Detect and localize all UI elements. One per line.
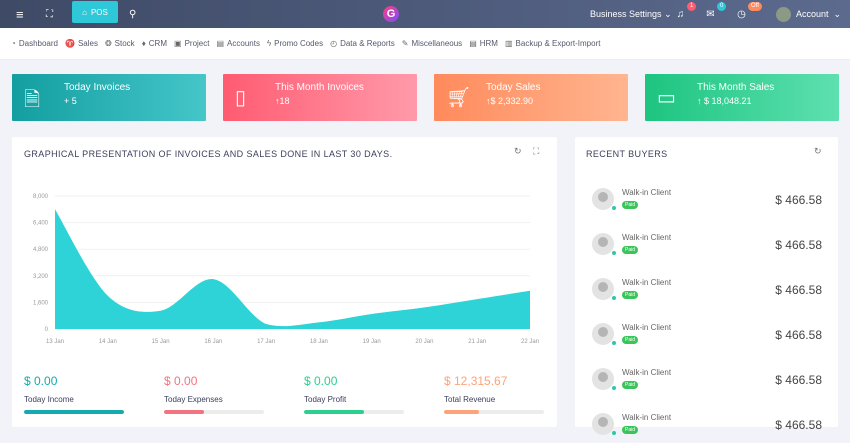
y-tick-label: 3,200 (33, 274, 49, 280)
x-tick-label: 18 Jan (310, 339, 328, 345)
online-status-dot (612, 296, 616, 300)
buyer-row[interactable]: Walk-in Client Paid $ 466.58 (592, 233, 822, 263)
avatar (592, 368, 614, 390)
x-tick-label: 21 Jan (468, 339, 486, 345)
progress-bar (444, 410, 544, 414)
buyer-amount: $ 466.58 (775, 328, 822, 342)
x-tick-label: 19 Jan (363, 339, 381, 345)
wallet-icon: ▭ (657, 85, 676, 110)
y-tick-label: 0 (45, 327, 49, 333)
status-badge: Paid (622, 381, 638, 389)
online-status-dot (612, 206, 616, 210)
avatar (592, 188, 614, 210)
online-status-dot (612, 431, 616, 435)
chevron-down-icon: ⌄ (834, 9, 842, 20)
x-tick-label: 15 Jan (152, 339, 170, 345)
stat-label: Today Income (24, 395, 124, 404)
avatar (592, 413, 614, 435)
chevron-down-icon: ⌄ (664, 9, 672, 20)
buyer-name: Walk-in Client (622, 278, 671, 287)
buyer-row[interactable]: Walk-in Client Paid $ 466.58 (592, 278, 822, 308)
status-badge: Paid (622, 291, 638, 299)
progress-bar (24, 410, 124, 414)
refresh-icon[interactable]: ↻ (814, 146, 822, 157)
account-menu[interactable]: Account⌄ (776, 0, 841, 28)
x-tick-label: 17 Jan (257, 339, 275, 345)
stat-today-profit: $ 0.00 Today Profit (304, 374, 404, 414)
status-badge: Paid (622, 426, 638, 434)
buyer-amount: $ 466.58 (775, 373, 822, 387)
card-title: This Month Sales (697, 82, 774, 93)
y-tick-label: 1,600 (33, 300, 49, 306)
clock-status-badge: Off (748, 2, 762, 11)
progress-fill (304, 410, 364, 414)
stat-value: $ 0.00 (24, 374, 124, 388)
stat-label: Today Profit (304, 395, 404, 404)
stat-value: $ 0.00 (304, 374, 404, 388)
clock-icon[interactable]: ◷ (736, 0, 747, 28)
stat-value: $ 12,315.67 (444, 374, 544, 388)
card-value: ↑ $ 18,048.21 (697, 96, 752, 106)
business-settings-dropdown[interactable]: Business Settings ⌄ (590, 0, 672, 28)
progress-bar (164, 410, 264, 414)
x-tick-label: 14 Jan (99, 339, 117, 345)
buyer-name: Walk-in Client (622, 413, 671, 422)
progress-fill (164, 410, 204, 414)
status-badge: Paid (622, 246, 638, 254)
online-status-dot (612, 251, 616, 255)
buyer-row[interactable]: Walk-in Client Paid $ 466.58 (592, 323, 822, 353)
buyer-name: Walk-in Client (622, 368, 671, 377)
progress-fill (24, 410, 124, 414)
avatar (776, 7, 791, 22)
y-tick-label: 6,400 (33, 221, 49, 227)
avatar (592, 278, 614, 300)
buyer-row[interactable]: Walk-in Client Paid $ 466.58 (592, 188, 822, 218)
notification-badge: 1 (687, 2, 696, 11)
avatar (592, 323, 614, 345)
sales-area-series (55, 209, 530, 329)
buyer-amount: $ 466.58 (775, 283, 822, 297)
stat-total-revenue: $ 12,315.67 Total Revenue (444, 374, 544, 414)
mail-icon[interactable]: ✉ (705, 0, 716, 28)
status-badge: Paid (622, 336, 638, 344)
buyer-amount: $ 466.58 (775, 193, 822, 207)
online-status-dot (612, 386, 616, 390)
status-badge: Paid (622, 201, 638, 209)
stat-label: Today Expenses (164, 395, 264, 404)
x-tick-label: 16 Jan (204, 339, 222, 345)
buyer-row[interactable]: Walk-in Client Paid $ 466.58 (592, 368, 822, 398)
messages-badge: 0 (717, 2, 726, 11)
x-tick-label: 13 Jan (46, 339, 64, 345)
stat-today-expenses: $ 0.00 Today Expenses (164, 374, 264, 414)
buyer-name: Walk-in Client (622, 323, 671, 332)
stat-value: $ 0.00 (164, 374, 264, 388)
stat-label: Total Revenue (444, 395, 544, 404)
buyer-row[interactable]: Walk-in Client Paid $ 466.58 (592, 413, 822, 443)
online-status-dot (612, 341, 616, 345)
buyer-amount: $ 466.58 (775, 238, 822, 252)
stat-card-this-month-sales[interactable]: ▭ This Month Sales ↑ $ 18,048.21 (645, 74, 839, 121)
bell-icon[interactable]: ♫ (675, 0, 686, 28)
avatar (592, 233, 614, 255)
progress-fill (444, 410, 479, 414)
progress-bar (304, 410, 404, 414)
buyer-name: Walk-in Client (622, 233, 671, 242)
x-tick-label: 20 Jan (415, 339, 433, 345)
y-tick-label: 4,800 (33, 247, 49, 253)
y-tick-label: 8,000 (33, 194, 49, 200)
stat-today-income: $ 0.00 Today Income (24, 374, 124, 414)
buyer-amount: $ 466.58 (775, 418, 822, 432)
x-tick-label: 22 Jan (521, 339, 539, 345)
sales-area-chart: 0 1,600 3,200 4,800 6,400 8,000 13 Jan 14 Jan 15… (0, 0, 560, 350)
recent-buyers-title: RECENT BUYERS (586, 149, 668, 159)
buyer-name: Walk-in Client (622, 188, 671, 197)
